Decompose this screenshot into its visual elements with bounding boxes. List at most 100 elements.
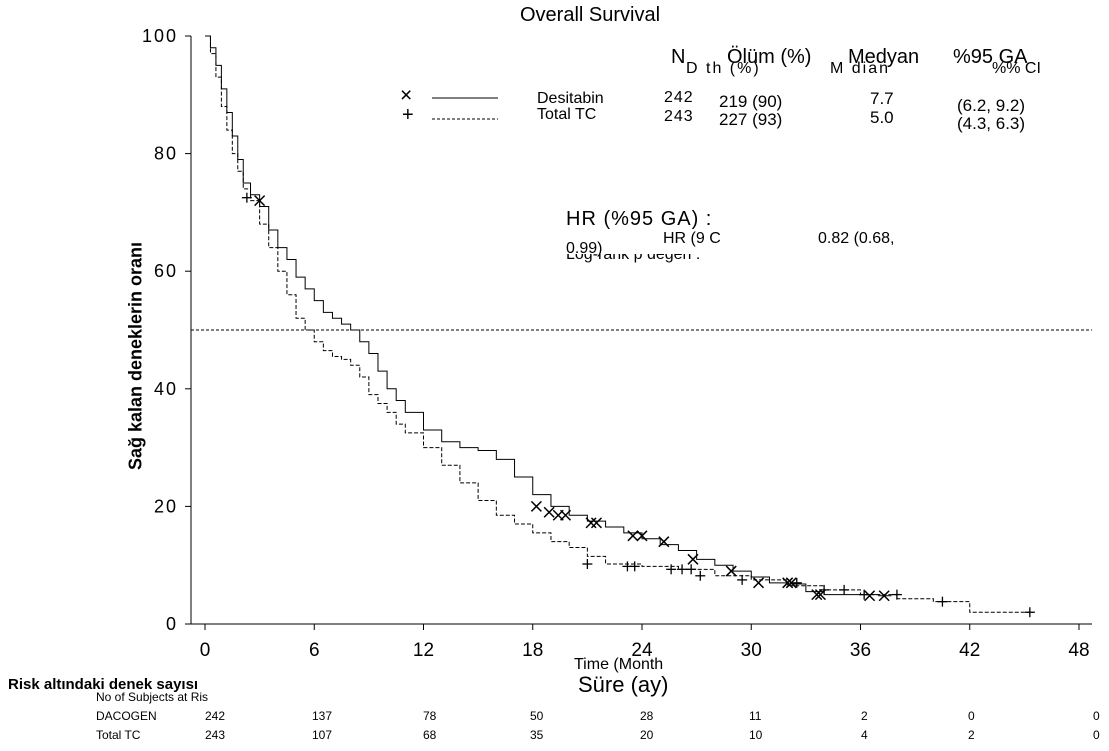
legend-ci-totaltc: (4.3, 6.3) <box>957 114 1026 133</box>
censor-stroke <box>658 536 670 548</box>
x-tick-label: 6 <box>309 640 320 661</box>
legend-header-ci-overlap: %% CI <box>992 60 1041 77</box>
censor-mark-desitabin <box>559 509 572 521</box>
censor-mark-totaltc <box>666 564 677 575</box>
axes: 0 6 12 18 24 30 36 42 48 0 20 40 60 80 100 <box>142 26 1092 661</box>
censor-mark-desitabin <box>254 195 266 207</box>
censor-stroke <box>687 553 699 565</box>
legend-header-ci: %95 GA <box>953 46 1028 68</box>
censor-mark-desitabin <box>864 590 876 602</box>
y-tick-label: 40 <box>154 379 178 399</box>
censor-mark-totaltc <box>1024 607 1035 618</box>
risk-cell: 0 <box>968 709 975 723</box>
censor-mark-totaltc <box>937 596 948 607</box>
risk-cell: 11 <box>749 709 762 723</box>
censor-stroke <box>878 590 890 602</box>
risk-cell: 28 <box>640 709 654 723</box>
censor-mark-desitabin <box>782 577 794 589</box>
risk-cell: 20 <box>640 728 654 742</box>
censor-stroke <box>811 589 823 601</box>
censor-stroke <box>782 577 794 589</box>
x-tick-label: 48 <box>1068 640 1089 661</box>
censor-stroke <box>725 565 737 577</box>
x-axis-label-overlap: Time (Month <box>574 656 664 673</box>
censor-stroke <box>254 195 266 207</box>
censor-mark-desitabin <box>785 577 797 589</box>
risk-cell: 0 <box>1093 709 1100 723</box>
risk-cell: 68 <box>423 728 437 742</box>
legend-deaths-desitabin: 219 (90) <box>719 92 783 111</box>
risk-cell: 107 <box>312 728 333 742</box>
censor-mark-totaltc <box>241 192 252 203</box>
censor-mark-desitabin <box>878 590 890 602</box>
risk-row-label: Total TC <box>96 728 141 742</box>
risk-cell: 4 <box>861 728 868 742</box>
legend-marker-desitabin: × <box>400 84 413 107</box>
risk-row-label: DACOGEN <box>96 709 157 723</box>
survival-curves <box>205 35 1030 613</box>
risk-cell: 10 <box>749 728 763 742</box>
censor-marks <box>241 192 1035 618</box>
censor-stroke <box>636 530 648 542</box>
x-tick-label: 12 <box>413 640 434 661</box>
y-tick-label: 100 <box>142 26 178 46</box>
censor-mark-totaltc <box>791 577 802 588</box>
logrank-pvalue-label: Log-rank p değeri : <box>566 254 700 264</box>
censor-stroke <box>590 517 603 529</box>
censor-mark-totaltc <box>629 561 640 572</box>
censor-mark-totaltc <box>819 584 830 595</box>
legend-header-deaths: Ölüm (%) <box>727 46 812 68</box>
legend-header-median: Medyan <box>848 46 920 68</box>
legend-header-median-overlap: M dian <box>830 60 891 77</box>
censor-mark-desitabin <box>687 553 699 565</box>
x-tick-label: 30 <box>741 640 762 661</box>
legend-header-deaths-overlap: D th (%) <box>686 60 761 77</box>
x-tick-label: 0 <box>200 640 211 661</box>
y-axis-label: Sağ kalan deneklerin oranı <box>125 241 146 471</box>
risk-table-title: Risk altındaki denek sayısı <box>8 676 199 693</box>
censor-mark-totaltc <box>677 564 688 575</box>
censor-mark-totaltc <box>737 574 748 585</box>
y-tick-label: 80 <box>154 144 178 164</box>
x-axis-label: Süre (ay) <box>578 672 669 697</box>
hr-label: HR (%95 GA) : <box>566 208 713 230</box>
risk-cell: 50 <box>530 709 544 723</box>
censor-mark-totaltc <box>582 559 593 570</box>
censor-mark-desitabin <box>725 565 737 577</box>
censor-stroke <box>530 500 542 512</box>
risk-cell: 2 <box>861 709 868 723</box>
y-tick-label: 0 <box>166 614 178 634</box>
hr-value: 0.82 (0.68, <box>818 230 895 247</box>
censor-stroke <box>864 590 876 602</box>
censor-mark-desitabin <box>585 517 597 529</box>
censor-stroke <box>559 509 572 521</box>
censor-mark-totaltc <box>891 589 902 600</box>
censor-stroke <box>785 577 797 589</box>
legend-median-totaltc: 5.0 <box>870 108 894 127</box>
legend-line-samples <box>432 97 498 120</box>
risk-cell: 242 <box>205 709 226 723</box>
legend-n-desitabin: 242 <box>664 89 694 106</box>
hr-label-overlap: HR (9 C <box>663 230 721 247</box>
x-tick-label: 24 <box>631 640 653 661</box>
censor-mark-totaltc <box>839 584 850 595</box>
censor-mark-desitabin <box>627 530 639 542</box>
risk-cell: 35 <box>530 728 544 742</box>
legend-label-desitabin: Desitabin <box>537 90 604 107</box>
censor-mark-desitabin <box>636 530 648 542</box>
legend-median-desitabin: 7.7 <box>870 89 894 108</box>
censor-mark-totaltc <box>686 564 697 575</box>
legend-label-totaltc: Total TC <box>537 106 597 123</box>
censor-stroke <box>627 530 639 542</box>
censor-mark-desitabin <box>811 589 823 601</box>
legend-marker-totaltc: + <box>402 104 414 126</box>
censor-stroke <box>753 577 765 589</box>
risk-table-subtitle: No of Subjects at Ris <box>96 690 209 704</box>
survival-curve-totaltc <box>205 35 1030 613</box>
censor-stroke <box>585 517 597 529</box>
risk-cell: 243 <box>205 728 226 742</box>
legend-n-totaltc: 243 <box>664 108 694 125</box>
y-tick-label: 60 <box>154 261 178 281</box>
